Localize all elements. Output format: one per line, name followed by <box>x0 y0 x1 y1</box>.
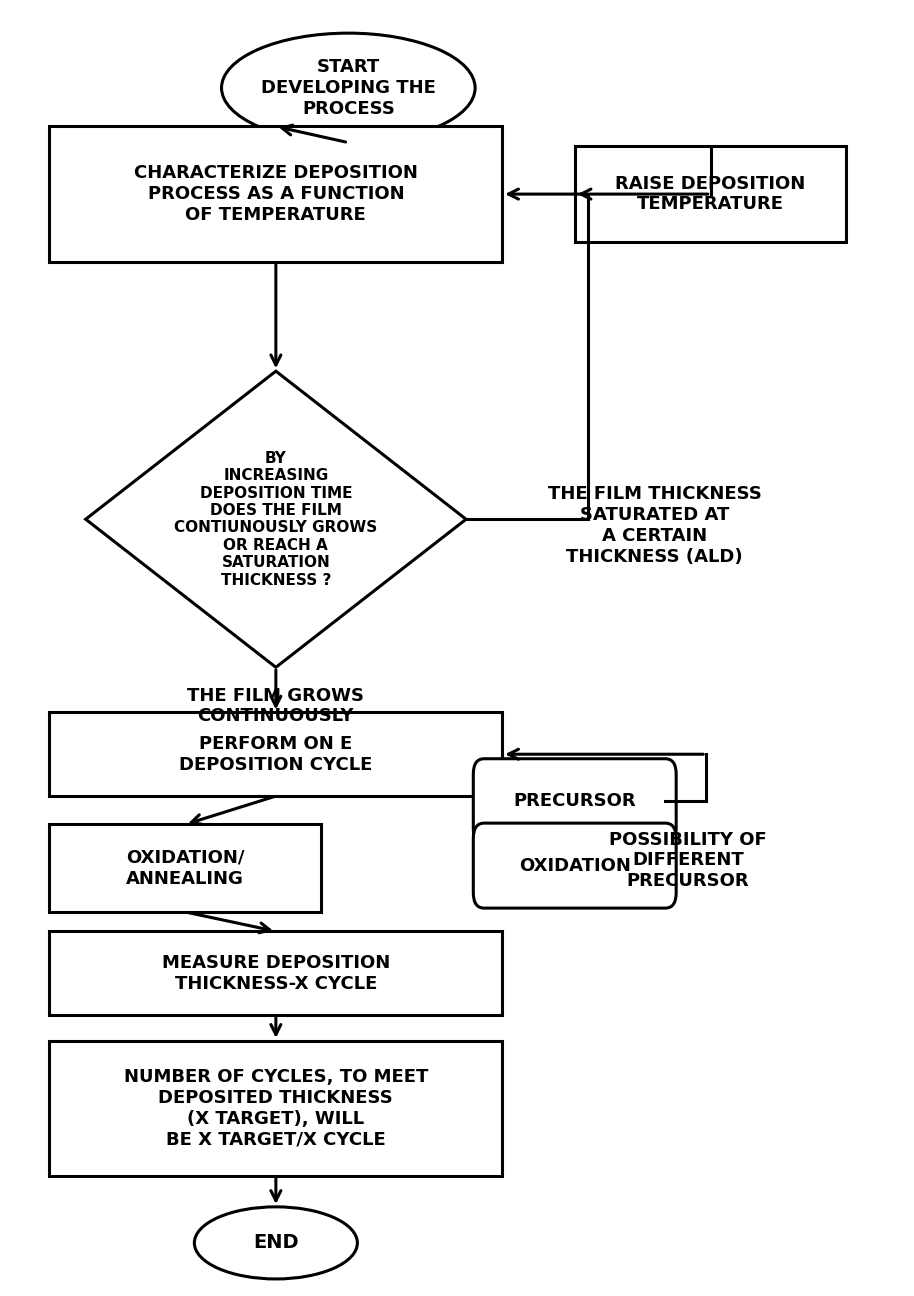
Ellipse shape <box>221 34 475 143</box>
FancyBboxPatch shape <box>49 1041 503 1175</box>
Text: OXIDATION: OXIDATION <box>519 857 631 875</box>
Text: THE FILM GROWS
CONTINUOUSLY: THE FILM GROWS CONTINUOUSLY <box>187 687 365 726</box>
FancyBboxPatch shape <box>575 146 846 242</box>
Text: POSSIBILITY OF
DIFFERENT
PRECURSOR: POSSIBILITY OF DIFFERENT PRECURSOR <box>609 831 767 890</box>
Text: END: END <box>253 1234 299 1252</box>
Text: CHARACTERIZE DEPOSITION
PROCESS AS A FUNCTION
OF TEMPERATURE: CHARACTERIZE DEPOSITION PROCESS AS A FUN… <box>134 165 418 224</box>
FancyBboxPatch shape <box>49 932 503 1015</box>
Text: BY
INCREASING
DEPOSITION TIME
DOES THE FILM
CONTIUNOUSLY GROWS
OR REACH A
SATURA: BY INCREASING DEPOSITION TIME DOES THE F… <box>175 451 377 587</box>
FancyBboxPatch shape <box>49 127 503 262</box>
Text: MEASURE DEPOSITION
THICKNESS-X CYCLE: MEASURE DEPOSITION THICKNESS-X CYCLE <box>162 954 390 993</box>
Text: RAISE DEPOSITION
TEMPERATURE: RAISE DEPOSITION TEMPERATURE <box>615 175 806 214</box>
FancyBboxPatch shape <box>49 713 503 796</box>
Ellipse shape <box>195 1207 357 1279</box>
FancyBboxPatch shape <box>49 824 321 912</box>
Text: NUMBER OF CYCLES, TO MEET
DEPOSITED THICKNESS
(X TARGET), WILL
BE X TARGET/X CYC: NUMBER OF CYCLES, TO MEET DEPOSITED THIC… <box>123 1068 428 1148</box>
Text: START
DEVELOPING THE
PROCESS: START DEVELOPING THE PROCESS <box>260 58 436 118</box>
Polygon shape <box>86 371 466 667</box>
Text: THE FILM THICKNESS
SATURATED AT
A CERTAIN
THICKNESS (ALD): THE FILM THICKNESS SATURATED AT A CERTAI… <box>547 486 761 566</box>
Text: OXIDATION/
ANNEALING: OXIDATION/ ANNEALING <box>126 849 245 888</box>
Text: PERFORM ON E
DEPOSITION CYCLE: PERFORM ON E DEPOSITION CYCLE <box>179 735 373 774</box>
FancyBboxPatch shape <box>473 758 676 844</box>
FancyBboxPatch shape <box>473 823 676 908</box>
Text: PRECURSOR: PRECURSOR <box>514 792 636 810</box>
